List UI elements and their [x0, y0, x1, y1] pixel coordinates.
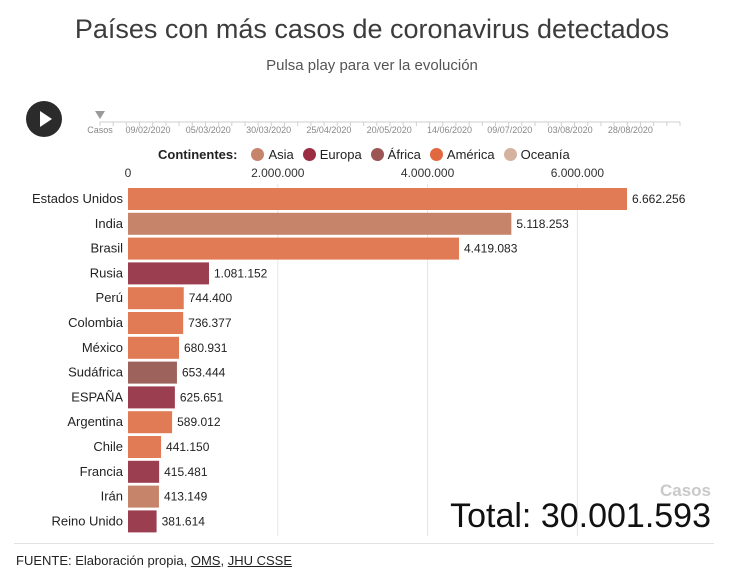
bar: [128, 312, 184, 334]
timeline-date: 05/03/2020: [186, 125, 231, 135]
legend-item-asia: Asia: [251, 146, 294, 162]
timeline-date: 25/04/2020: [306, 125, 351, 135]
legend: Continentes: Asia Europa África América …: [158, 145, 579, 163]
oms-link[interactable]: OMS: [190, 553, 221, 568]
legend-swatch: [503, 147, 517, 161]
jhu-csse-link[interactable]: JHU CSSE: [227, 553, 293, 568]
value-label: 413.149: [164, 490, 208, 504]
legend-item-america: América: [429, 146, 495, 162]
value-label: 381.614: [162, 514, 206, 528]
category-label: Estados Unidos: [32, 191, 124, 206]
legend-label: Oceanía: [520, 146, 570, 162]
x-tick-label: 0: [125, 166, 132, 180]
footer-separator: ,: [220, 553, 228, 568]
category-label: Perú: [96, 290, 123, 305]
bar: [128, 287, 184, 310]
value-label: 744.400: [189, 291, 233, 305]
category-label: Sudáfrica: [68, 365, 124, 380]
bar: [128, 188, 627, 210]
bar-chart: 0 2.000.000 4.000.000 6.000.000 Estados Unid…: [32, 166, 686, 536]
category-label: Rusia: [90, 265, 124, 280]
value-label: 415.481: [164, 465, 208, 479]
bar: [128, 460, 160, 483]
value-label: 680.931: [184, 341, 228, 355]
value-label: 589.012: [177, 415, 221, 429]
play-icon: [40, 111, 52, 127]
timeline-date: 30/03/2020: [246, 125, 291, 135]
category-label: México: [82, 340, 123, 355]
bar: [128, 212, 512, 235]
legend-label: Europa: [319, 146, 362, 162]
category-label: Francia: [80, 464, 124, 479]
value-label: 5.118.253: [516, 217, 569, 231]
bar: [128, 485, 159, 508]
category-label: Reino Unido: [51, 513, 123, 528]
legend-item-africa: África: [370, 146, 421, 162]
value-label: 6.662.256: [632, 192, 686, 206]
bar: [128, 386, 175, 409]
category-label: Irán: [101, 489, 123, 504]
legend-label: África: [387, 146, 421, 162]
legend-label: América: [446, 146, 495, 162]
legend-item-oceania: Oceanía: [503, 146, 570, 162]
play-button[interactable]: [26, 101, 62, 137]
value-label: 1.081.152: [214, 266, 268, 280]
value-label: 441.150: [166, 440, 210, 454]
timeline-handle[interactable]: [95, 111, 105, 119]
legend-swatch: [251, 147, 265, 161]
x-tick-label: 4.000.000: [401, 166, 455, 180]
bar: [128, 510, 157, 533]
bar: [128, 411, 173, 434]
timeline-date: 09/02/2020: [125, 125, 170, 135]
value-label: 653.444: [182, 366, 226, 380]
bar: [128, 436, 162, 458]
value-label: 4.419.083: [464, 242, 518, 256]
timeline-date: 14/06/2020: [427, 125, 472, 135]
casos-label: Casos: [659, 481, 711, 500]
legend-title: Continentes:: [158, 146, 238, 162]
x-tick-label: 6.000.000: [551, 166, 605, 180]
timeline-date: 20/05/2020: [367, 125, 412, 135]
value-label: 625.651: [180, 390, 224, 404]
legend-swatch: [302, 147, 316, 161]
legend-label: Asia: [268, 146, 294, 162]
timeline-date: 28/08/2020: [608, 125, 653, 135]
timeline-label: Casos: [87, 125, 113, 135]
category-label: India: [95, 216, 124, 231]
category-label: ESPAÑA: [71, 389, 123, 404]
timeline-date: 03/08/2020: [548, 125, 593, 135]
bar: [128, 237, 459, 260]
footer-prefix: FUENTE: Elaboración propia,: [16, 553, 191, 568]
legend-swatch: [370, 147, 384, 161]
source-footer: FUENTE: Elaboración propia, OMS, JHU CSS…: [16, 553, 292, 568]
category-label: Argentina: [67, 414, 123, 429]
total-cases: Total: 30.001.593: [450, 497, 711, 535]
timeline-slider[interactable]: Casos 09/02/2020 05/03/2020 30/03/2020 25/04…: [0, 104, 744, 144]
category-label: Chile: [93, 439, 123, 454]
timeline-date: 09/07/2020: [487, 125, 532, 135]
chart-subtitle: Pulsa play para ver la evolución: [266, 57, 478, 74]
category-label: Brasil: [90, 241, 123, 256]
legend-item-europa: Europa: [302, 146, 362, 162]
bar: [128, 361, 177, 384]
chart-title: Países con más casos de coronavirus dete…: [74, 14, 670, 44]
legend-swatch: [429, 147, 443, 161]
category-label: Colombia: [68, 315, 124, 330]
bar: [128, 336, 180, 359]
x-tick-label: 2.000.000: [251, 166, 305, 180]
value-label: 736.377: [188, 316, 232, 330]
divider: [14, 543, 714, 544]
bar: [128, 262, 209, 285]
